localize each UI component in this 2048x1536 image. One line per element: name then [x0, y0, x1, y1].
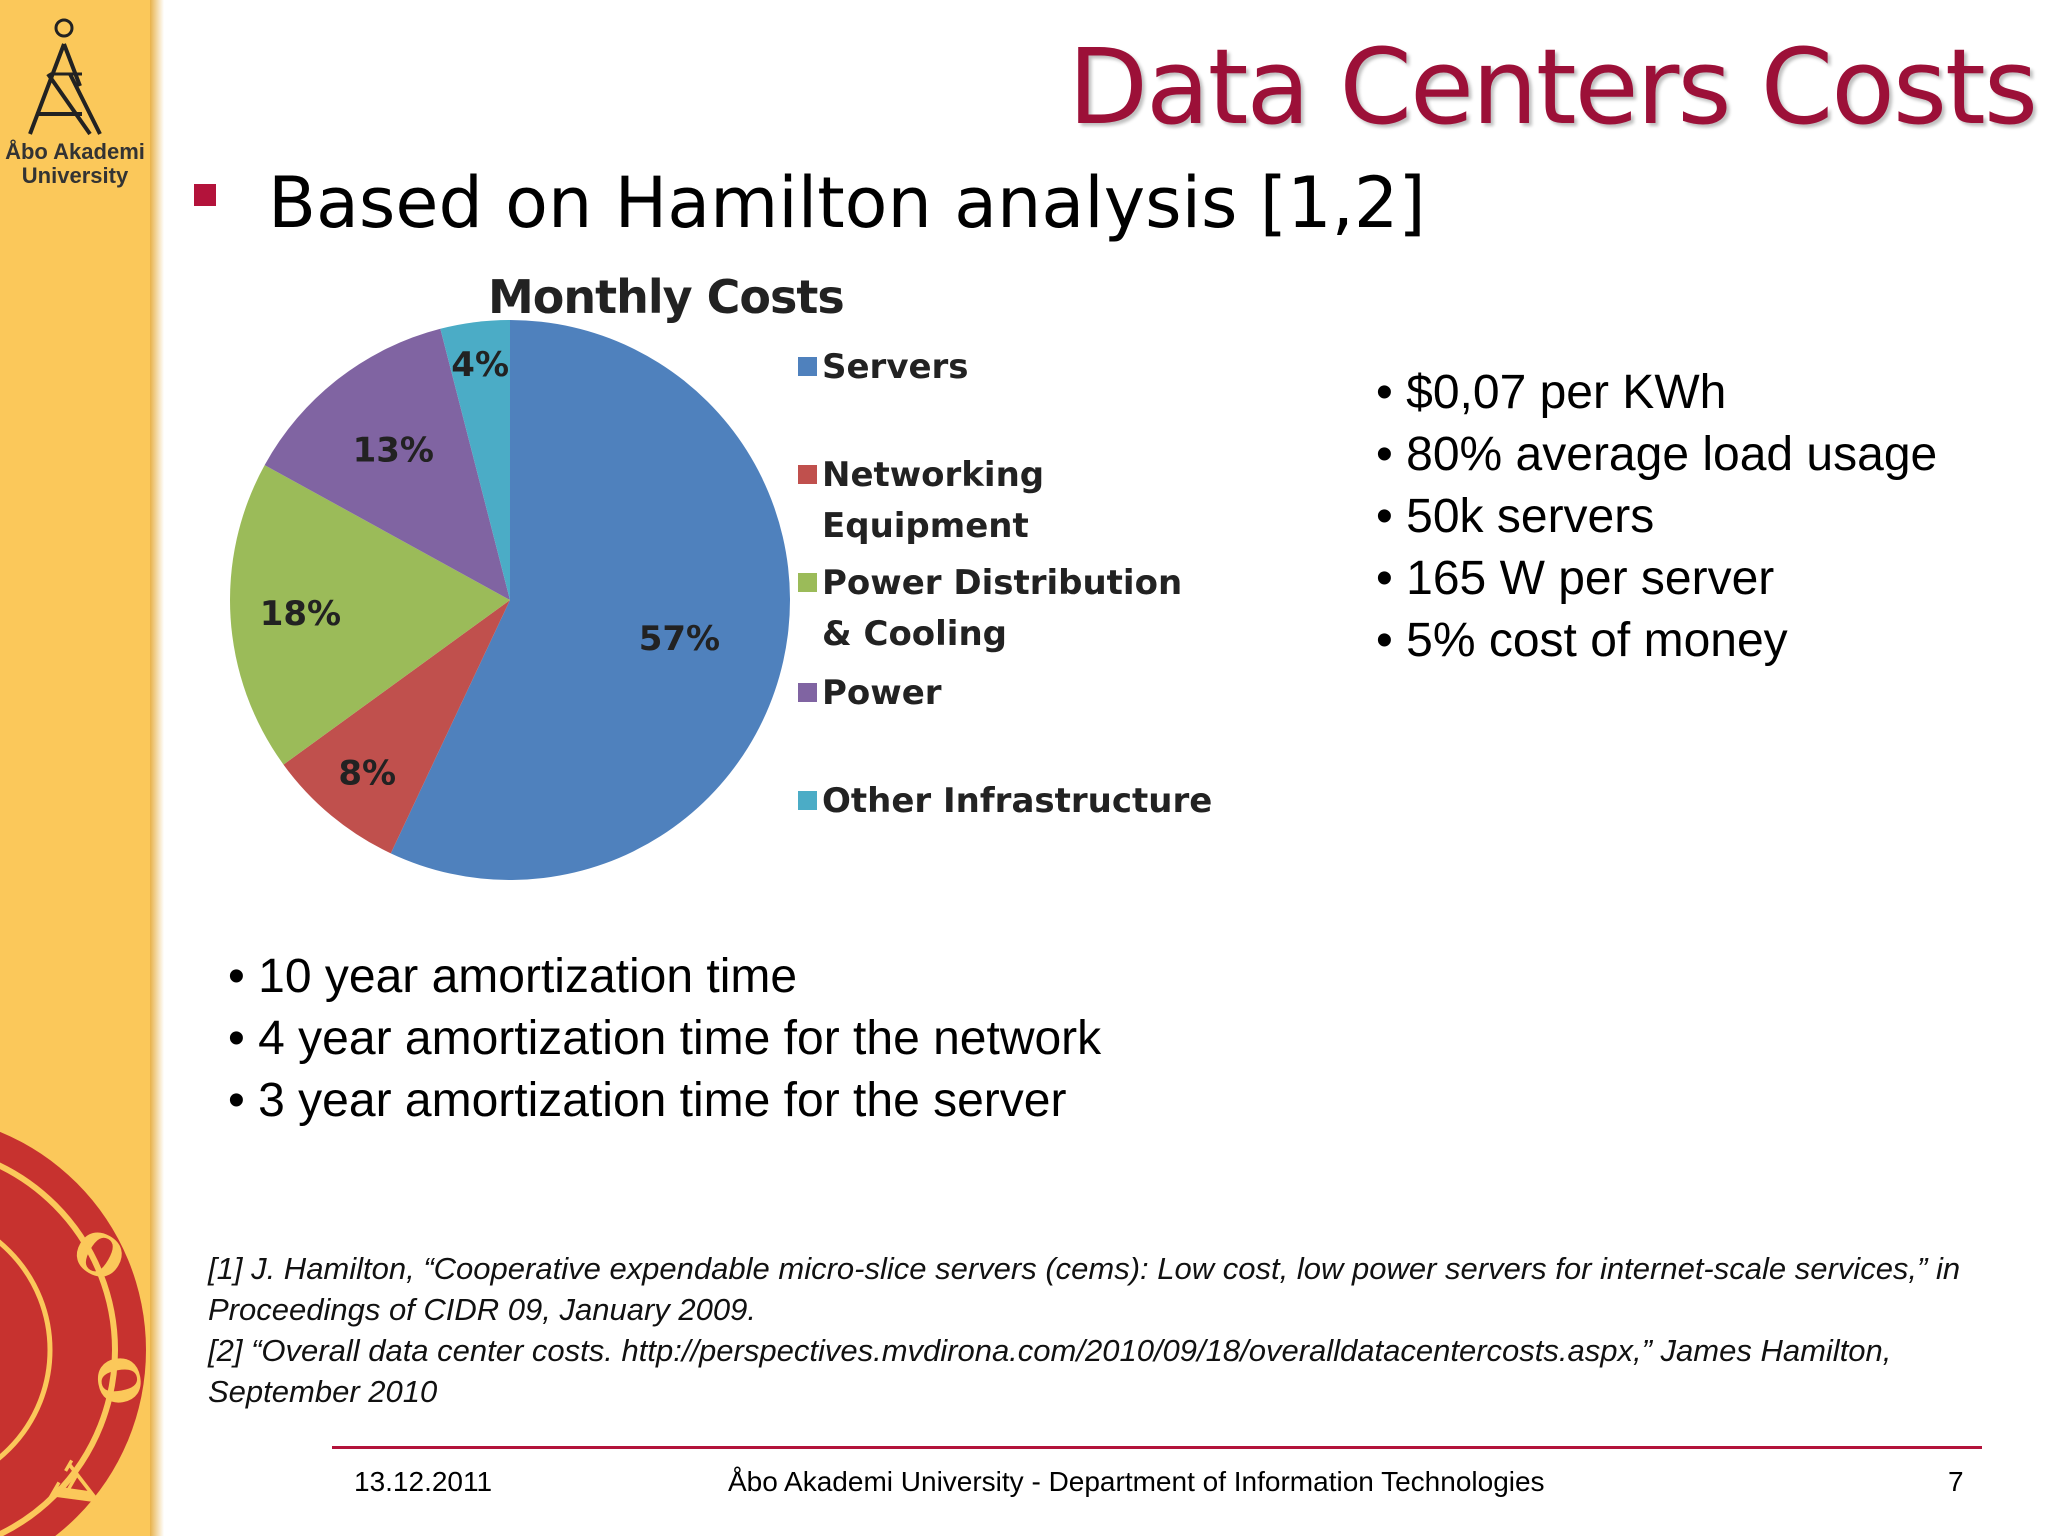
- sidebar-band: Åbo Akademi University O O A: [0, 0, 158, 1536]
- pie-label-1: 57%: [639, 619, 720, 659]
- pie-label-4: 13%: [353, 431, 434, 471]
- bullet-square-icon: [194, 184, 216, 206]
- pie-slice-other-infrastructure: [440, 320, 510, 600]
- chart-title: Monthly Costs: [488, 270, 845, 324]
- main-bullet: Based on Hamilton analysis [1,2]: [194, 162, 1426, 244]
- reference-1: [1] J. Hamilton, “Cooperative expendable…: [208, 1251, 1961, 1327]
- legend-label: & Cooling: [822, 614, 1008, 654]
- right-note-1: • $0,07 per KWh: [1376, 366, 1727, 419]
- legend-swatch: [798, 465, 817, 484]
- footer-org: Åbo Akademi University - Department of I…: [728, 1466, 1545, 1497]
- legend-swatch: [798, 357, 817, 376]
- bottom-notes: • 10 year amortization time • 4 year amor…: [228, 946, 1101, 1132]
- svg-text:O: O: [81, 1351, 150, 1411]
- legend-item-1: Servers: [798, 342, 969, 393]
- reference-2: [2] “Overall data center costs. http://p…: [208, 1333, 1892, 1409]
- legend-swatch: [798, 683, 817, 702]
- pie-label-3: 18%: [260, 594, 341, 634]
- pie-slice-power-distribution-cooling: [230, 465, 511, 765]
- bottom-note-1: • 10 year amortization time: [228, 950, 798, 1003]
- legend-swatch: [798, 791, 817, 810]
- pie-label-5: 4%: [451, 345, 509, 385]
- footer-date: 13.12.2011: [354, 1466, 493, 1497]
- right-note-4: • 165 W per server: [1376, 552, 1775, 605]
- legend-label: Power: [822, 673, 942, 713]
- pie-slice-networking-equipment: [283, 600, 510, 854]
- university-logo-icon: [28, 18, 102, 136]
- bottom-note-2: • 4 year amortization time for the netwo…: [228, 1012, 1102, 1065]
- legend-label: Other Infrastructure: [822, 781, 1213, 821]
- right-note-5: • 5% cost of money: [1376, 614, 1788, 667]
- footer-divider: [332, 1446, 1982, 1449]
- legend-label: Power Distribution: [822, 563, 1183, 603]
- right-notes: • $0,07 per KWh • 80% average load usage •…: [1376, 362, 1937, 672]
- legend-label: Networking: [822, 455, 1045, 495]
- university-seal-icon: O O A: [0, 1131, 150, 1536]
- references: [1] J. Hamilton, “Cooperative expendable…: [208, 1248, 1998, 1412]
- legend-item-4: Power: [798, 668, 942, 719]
- sidebar-shade: [150, 0, 164, 1536]
- legend-item-5: Other Infrastructure: [798, 776, 1213, 827]
- pie-label-2: 8%: [338, 754, 396, 794]
- page-title: Data Centers Costs: [1067, 26, 2038, 148]
- pie-slice-servers: [390, 320, 790, 880]
- logo-line2: University: [21, 163, 129, 188]
- main-bullet-text: Based on Hamilton analysis [1,2]: [268, 162, 1426, 244]
- right-note-3: • 50k servers: [1376, 490, 1655, 543]
- legend-item-3: Power Distribution & Cooling: [798, 558, 1183, 660]
- right-note-2: • 80% average load usage: [1376, 428, 1938, 481]
- pie-slice-power: [264, 328, 510, 600]
- legend-label: Equipment: [822, 506, 1029, 546]
- pie-chart: 57% 8% 18% 13% 4%: [230, 320, 790, 880]
- legend-label: Servers: [822, 347, 969, 387]
- footer-page-number: 7: [1948, 1466, 1964, 1497]
- bottom-note-3: • 3 year amortization time for the serve…: [228, 1074, 1067, 1127]
- legend-swatch: [798, 573, 817, 592]
- logo-line1: Åbo Akademi: [5, 139, 145, 164]
- legend-item-2: Networking Equipment: [798, 450, 1045, 552]
